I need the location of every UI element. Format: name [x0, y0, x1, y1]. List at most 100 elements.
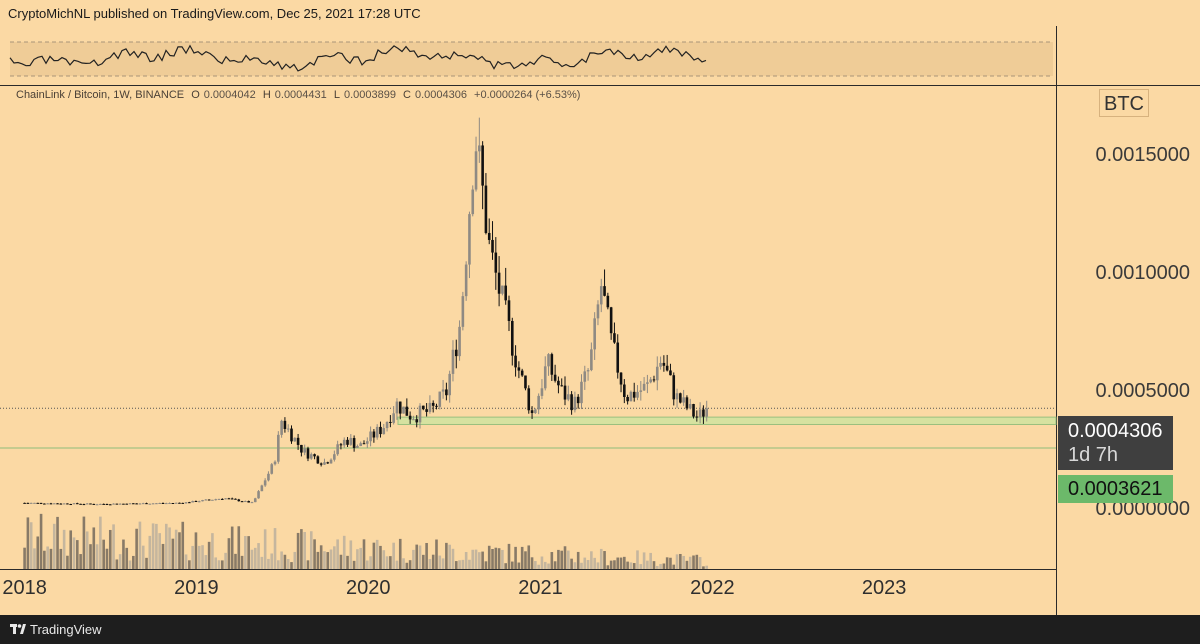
volume-bar: [659, 563, 662, 569]
candle-body: [613, 333, 616, 343]
volume-bar: [349, 540, 353, 569]
volume-bar: [244, 536, 247, 569]
volume-bar: [665, 557, 669, 569]
candle-body: [616, 342, 620, 373]
volume-bar: [468, 559, 471, 569]
candle-body: [412, 419, 415, 421]
volume-bar: [158, 533, 161, 569]
volume-bar: [448, 544, 451, 569]
candle-body: [43, 503, 46, 505]
candle-body: [85, 503, 89, 505]
candle-body: [537, 395, 540, 410]
candle-body: [356, 446, 359, 448]
candle-body: [659, 362, 662, 367]
volume-bar: [122, 539, 125, 569]
candle-body: [125, 503, 129, 505]
candle-body: [550, 354, 554, 375]
candle-body: [234, 498, 237, 500]
currency-label[interactable]: BTC: [1099, 89, 1149, 117]
candle-body: [118, 503, 122, 505]
candle-body: [527, 388, 531, 411]
low-label: L: [333, 89, 340, 101]
volume-bar: [662, 563, 666, 569]
volume-bar: [267, 558, 270, 569]
candle-body: [339, 444, 343, 446]
volume-bar: [164, 523, 168, 569]
volume-bar: [138, 521, 142, 569]
candle-body: [372, 431, 376, 438]
candle-body: [685, 397, 689, 409]
candle-body: [675, 393, 679, 400]
volume-bar: [428, 559, 432, 569]
candle-body: [204, 499, 208, 501]
volume-bar: [563, 546, 567, 569]
volume-bar: [679, 553, 682, 569]
candle-body: [29, 502, 33, 504]
volume-bar: [132, 555, 135, 569]
chart-canvas[interactable]: [0, 0, 1200, 615]
volume-bar: [705, 565, 709, 569]
volume-bar: [487, 545, 491, 569]
volume-bar: [207, 541, 211, 569]
volume-bar: [72, 537, 76, 569]
candle-body: [290, 428, 293, 442]
volume-bar: [89, 544, 92, 569]
volume-bar: [118, 554, 122, 569]
volume-bar: [389, 556, 392, 569]
volume-bar: [412, 549, 415, 569]
volume-bar: [629, 562, 633, 569]
candle-body: [626, 396, 629, 402]
pair-label: ChainLink / Bitcoin, 1W, BINANCE: [16, 89, 185, 101]
candle-body: [662, 362, 666, 366]
volume-bar: [692, 555, 695, 569]
candle-body: [52, 503, 56, 505]
candle-body: [359, 443, 363, 447]
candle-body: [141, 503, 145, 505]
candle-body: [646, 382, 649, 384]
candle-body: [313, 454, 316, 457]
time-tick-label: 2023: [861, 577, 907, 599]
candle-body: [474, 151, 478, 190]
volume-bar: [188, 560, 191, 569]
volume-bar: [570, 558, 573, 569]
candle-body: [603, 286, 606, 296]
volume-bar: [560, 550, 564, 569]
candle-body: [540, 388, 544, 396]
candle-body: [333, 454, 336, 460]
candle-body: [679, 393, 682, 403]
candle-body: [501, 285, 504, 294]
open-value: 0.0004042: [203, 89, 256, 101]
volume-bar: [181, 521, 185, 569]
candle-body: [422, 405, 425, 410]
volume-bar: [329, 549, 333, 569]
candle-body: [300, 444, 303, 453]
candle-body: [471, 189, 475, 215]
low-value: 0.0003899: [343, 89, 396, 101]
volume-bar: [313, 539, 316, 569]
candle-body: [563, 385, 567, 400]
volume-bar: [395, 560, 399, 569]
volume-bar: [201, 545, 204, 569]
candle-body: [682, 397, 685, 403]
candle-body: [158, 502, 161, 504]
volume-bar: [36, 536, 40, 569]
volume-bar: [227, 538, 231, 569]
candle-body: [69, 504, 73, 506]
candle-body: [553, 374, 557, 381]
price-tick-label: 0.0010000: [1095, 261, 1190, 284]
candle-body: [481, 145, 484, 186]
volume-bar: [23, 547, 26, 569]
candle-body: [507, 300, 511, 321]
volume-bar: [649, 552, 652, 569]
candle-body: [534, 409, 537, 414]
candle-body: [375, 426, 379, 438]
volume-bar: [194, 532, 198, 569]
candle-body: [583, 371, 587, 382]
candle-body: [181, 502, 185, 504]
publisher-header: CryptoMichNL published on TradingView.co…: [0, 0, 1200, 26]
volume-bar: [141, 545, 145, 569]
candle-body: [672, 375, 676, 400]
candle-body: [329, 459, 333, 464]
candle-body: [178, 502, 181, 504]
volume-bar: [319, 545, 323, 569]
